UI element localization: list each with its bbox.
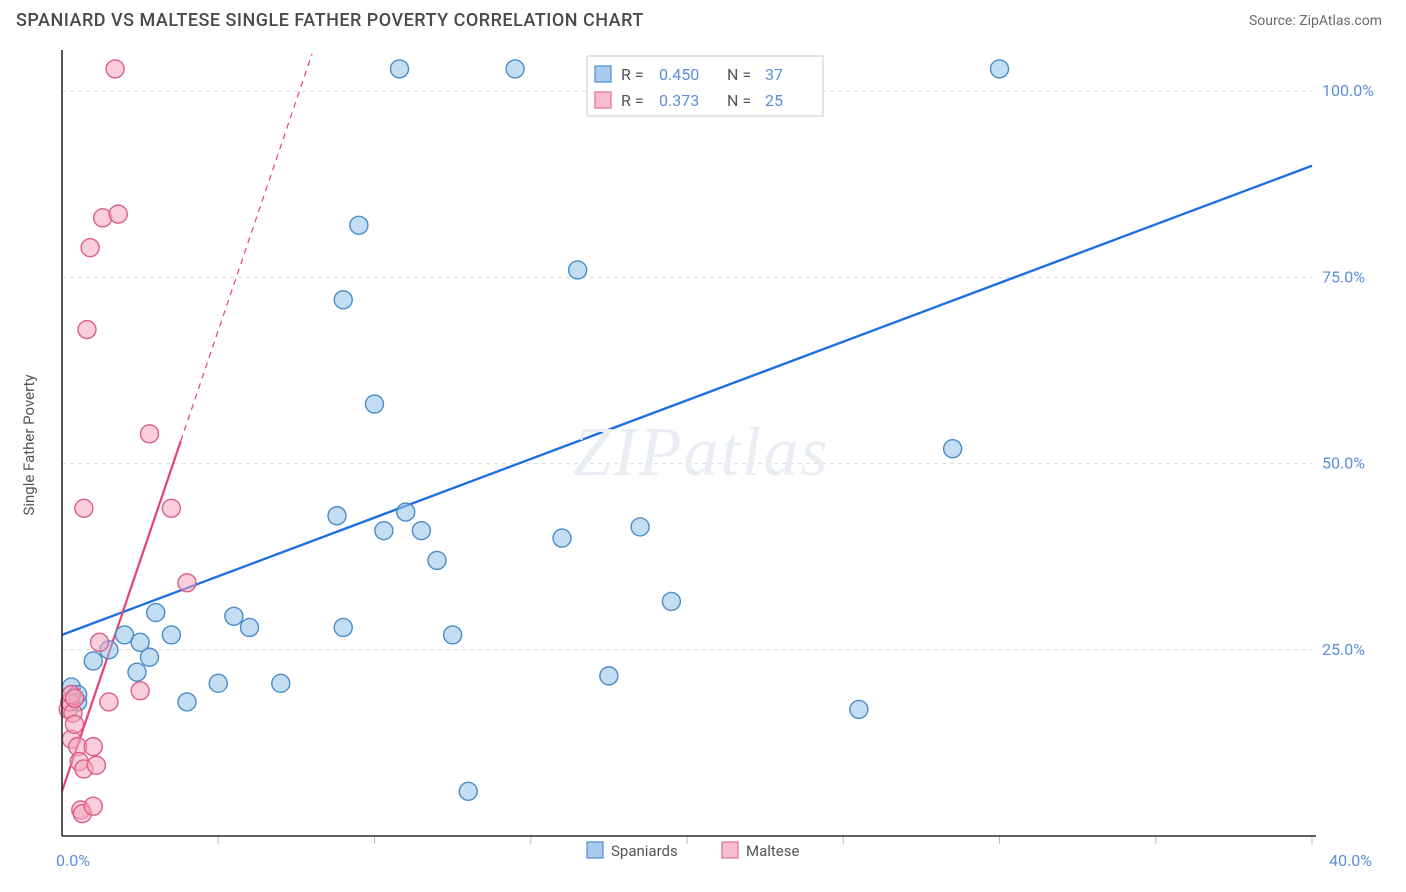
chart-title: SPANIARD VS MALTESE SINGLE FATHER POVERT… [16,10,644,31]
scatter-point [75,499,93,517]
scatter-point [106,60,124,78]
svg-text:25: 25 [765,91,783,110]
svg-text:R =: R = [621,65,644,84]
scatter-point [78,321,96,339]
scatter-point [66,689,84,707]
scatter-point [944,440,962,458]
chart-area: ZIPatlas 25.0%50.0%75.0%100.0%0.0%40.0%S… [16,44,1386,878]
scatter-point [850,700,868,718]
svg-text:0.0%: 0.0% [56,851,90,870]
legend-label: Spaniards [611,842,678,860]
scatter-point [87,756,105,774]
scatter-point [84,652,102,670]
scatter-point [391,60,409,78]
svg-text:40.0%: 40.0% [1329,851,1372,870]
scatter-chart: 25.0% 50.0% 75.0% 100.0% 0.0% 40.0% Single Fat… [16,44,1386,878]
svg-text:0.450: 0.450 [659,65,699,84]
svg-text:100.0%: 100.0% [1322,81,1374,100]
scatter-point [350,216,368,234]
scatter-point [209,674,227,692]
scatter-point [375,522,393,540]
svg-text:25.0%: 25.0% [1322,640,1365,659]
svg-text:N =: N = [727,91,751,110]
scatter-point [141,648,159,666]
scatter-point [147,604,165,622]
scatter-point [91,633,109,651]
legend-label: Maltese [746,842,800,860]
svg-text:R =: R = [621,91,644,110]
scatter-point [241,618,259,636]
scatter-point [100,693,118,711]
svg-text:0.373: 0.373 [659,91,699,110]
svg-text:Single Father Poverty: Single Father Poverty [20,374,38,515]
scatter-point [131,682,149,700]
scatter-point [506,60,524,78]
legend-swatch [587,842,603,858]
scatter-point [128,663,146,681]
scatter-point [141,425,159,443]
chart-source: Source: ZipAtlas.com [1249,13,1382,29]
chart-header: SPANIARD VS MALTESE SINGLE FATHER POVERT… [0,0,1406,37]
scatter-point [81,239,99,257]
svg-text:N =: N = [727,65,751,84]
scatter-point [334,291,352,309]
scatter-point [84,738,102,756]
scatter-point [600,667,618,685]
scatter-point [272,674,290,692]
scatter-point [162,626,180,644]
scatter-point [569,261,587,279]
svg-text:37: 37 [765,65,783,84]
svg-text:50.0%: 50.0% [1322,454,1365,473]
scatter-point [397,503,415,521]
scatter-point [162,499,180,517]
scatter-point [631,518,649,536]
scatter-point [459,782,477,800]
legend-swatch [722,842,738,858]
scatter-point [66,715,84,733]
scatter-point [178,574,196,592]
scatter-point [428,551,446,569]
scatter-point [366,395,384,413]
scatter-point [412,522,430,540]
scatter-point [328,507,346,525]
scatter-point [444,626,462,644]
scatter-point [662,592,680,610]
scatter-point [225,607,243,625]
scatter-point [334,618,352,636]
scatter-point [84,797,102,815]
scatter-point [178,693,196,711]
scatter-point [991,60,1009,78]
svg-text:75.0%: 75.0% [1322,267,1365,286]
scatter-point [109,205,127,223]
scatter-point [553,529,571,547]
